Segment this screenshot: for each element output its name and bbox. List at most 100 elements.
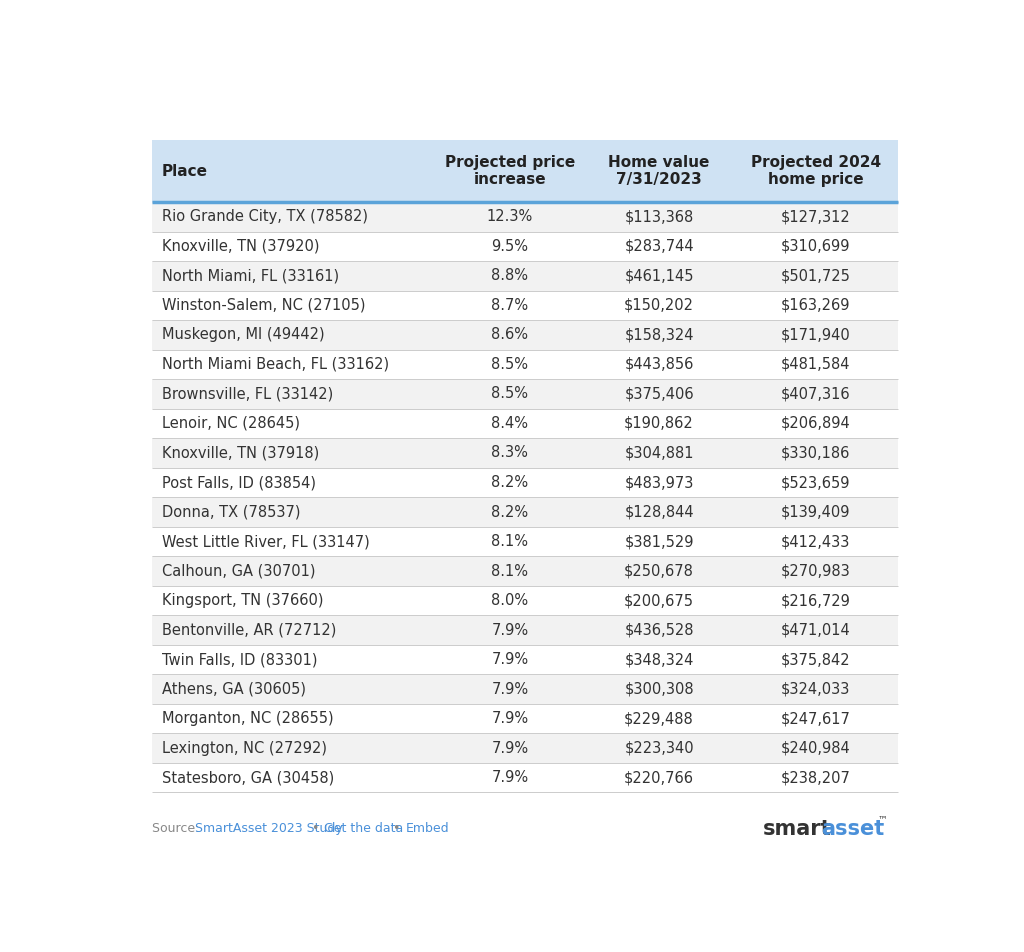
Text: 8.2%: 8.2% xyxy=(492,475,528,490)
Text: Get the data: Get the data xyxy=(325,823,403,836)
Text: $348,324: $348,324 xyxy=(625,652,694,667)
Text: $375,406: $375,406 xyxy=(625,387,694,402)
Text: 8.5%: 8.5% xyxy=(492,387,528,402)
Text: $171,940: $171,940 xyxy=(781,327,851,343)
Text: 7.9%: 7.9% xyxy=(492,682,528,697)
Text: $310,699: $310,699 xyxy=(781,239,851,254)
Bar xyxy=(152,733,898,763)
Bar xyxy=(152,467,898,497)
Text: $471,014: $471,014 xyxy=(781,623,851,638)
Bar xyxy=(152,408,898,438)
Bar xyxy=(152,615,898,645)
Text: Muskegon, MI (49442): Muskegon, MI (49442) xyxy=(162,327,325,343)
Text: Brownsville, FL (33142): Brownsville, FL (33142) xyxy=(162,387,334,402)
Text: Place: Place xyxy=(162,164,208,179)
Text: Lenoir, NC (28645): Lenoir, NC (28645) xyxy=(162,416,300,431)
Text: $481,584: $481,584 xyxy=(781,357,851,372)
Text: $436,528: $436,528 xyxy=(625,623,694,638)
Text: $238,207: $238,207 xyxy=(780,770,851,785)
Text: $381,529: $381,529 xyxy=(625,534,694,549)
Text: 8.6%: 8.6% xyxy=(492,327,528,343)
Text: Source:: Source: xyxy=(152,823,203,836)
Text: $523,659: $523,659 xyxy=(781,475,851,490)
Bar xyxy=(152,704,898,733)
Text: $412,433: $412,433 xyxy=(781,534,850,549)
Text: $247,617: $247,617 xyxy=(780,711,851,726)
Text: 9.5%: 9.5% xyxy=(492,239,528,254)
Text: North Miami, FL (33161): North Miami, FL (33161) xyxy=(162,268,339,284)
Text: Embed: Embed xyxy=(406,823,450,836)
Text: Knoxville, TN (37920): Knoxville, TN (37920) xyxy=(162,239,319,254)
Text: $375,842: $375,842 xyxy=(781,652,851,667)
Text: $304,881: $304,881 xyxy=(625,446,694,461)
Text: Twin Falls, ID (83301): Twin Falls, ID (83301) xyxy=(162,652,317,667)
Text: $216,729: $216,729 xyxy=(780,593,851,608)
Text: Knoxville, TN (37918): Knoxville, TN (37918) xyxy=(162,446,319,461)
Text: 8.2%: 8.2% xyxy=(492,505,528,520)
Bar xyxy=(152,497,898,526)
Bar xyxy=(152,290,898,320)
Bar xyxy=(152,674,898,704)
Text: Rio Grande City, TX (78582): Rio Grande City, TX (78582) xyxy=(162,209,368,225)
Bar xyxy=(152,261,898,290)
Text: Kingsport, TN (37660): Kingsport, TN (37660) xyxy=(162,593,324,608)
Text: asset: asset xyxy=(821,819,884,839)
Text: Donna, TX (78537): Donna, TX (78537) xyxy=(162,505,301,520)
Text: $158,324: $158,324 xyxy=(625,327,694,343)
Text: 8.1%: 8.1% xyxy=(492,564,528,579)
Bar xyxy=(152,231,898,261)
Bar xyxy=(152,585,898,615)
Text: 8.0%: 8.0% xyxy=(492,593,528,608)
Bar xyxy=(152,320,898,349)
Text: $139,409: $139,409 xyxy=(781,505,851,520)
Text: Statesboro, GA (30458): Statesboro, GA (30458) xyxy=(162,770,335,785)
Text: $300,308: $300,308 xyxy=(625,682,694,697)
Text: 7.9%: 7.9% xyxy=(492,652,528,667)
Bar xyxy=(152,556,898,585)
Text: Projected 2024
home price: Projected 2024 home price xyxy=(751,155,881,188)
Text: Calhoun, GA (30701): Calhoun, GA (30701) xyxy=(162,564,315,579)
Text: Winston-Salem, NC (27105): Winston-Salem, NC (27105) xyxy=(162,298,366,313)
Text: $483,973: $483,973 xyxy=(625,475,694,490)
Text: 8.1%: 8.1% xyxy=(492,534,528,549)
Text: $443,856: $443,856 xyxy=(625,357,694,372)
Text: •: • xyxy=(308,823,324,836)
Text: 12.3%: 12.3% xyxy=(486,209,534,225)
Text: $190,862: $190,862 xyxy=(625,416,694,431)
Text: $461,145: $461,145 xyxy=(625,268,694,284)
Text: Projected price
increase: Projected price increase xyxy=(444,155,575,188)
Text: $113,368: $113,368 xyxy=(625,209,693,225)
Text: $283,744: $283,744 xyxy=(625,239,694,254)
Bar xyxy=(152,438,898,467)
Text: $127,312: $127,312 xyxy=(781,209,851,225)
Text: 8.3%: 8.3% xyxy=(492,446,528,461)
Text: $240,984: $240,984 xyxy=(781,741,851,756)
Text: $501,725: $501,725 xyxy=(780,268,851,284)
Text: 7.9%: 7.9% xyxy=(492,741,528,756)
Text: Athens, GA (30605): Athens, GA (30605) xyxy=(162,682,306,697)
Bar xyxy=(152,645,898,674)
Text: West Little River, FL (33147): West Little River, FL (33147) xyxy=(162,534,370,549)
Text: $250,678: $250,678 xyxy=(625,564,694,579)
Text: $407,316: $407,316 xyxy=(781,387,851,402)
Text: 7.9%: 7.9% xyxy=(492,623,528,638)
Text: $324,033: $324,033 xyxy=(781,682,850,697)
Text: 7.9%: 7.9% xyxy=(492,711,528,726)
Text: 8.7%: 8.7% xyxy=(492,298,528,313)
Text: $128,844: $128,844 xyxy=(625,505,694,520)
Bar xyxy=(152,349,898,379)
Text: •: • xyxy=(389,823,404,836)
Text: smart: smart xyxy=(763,819,831,839)
Text: Morganton, NC (28655): Morganton, NC (28655) xyxy=(162,711,334,726)
Text: $200,675: $200,675 xyxy=(624,593,694,608)
Text: $229,488: $229,488 xyxy=(625,711,694,726)
Bar xyxy=(152,202,898,231)
Text: Bentonville, AR (72712): Bentonville, AR (72712) xyxy=(162,623,337,638)
Text: 8.8%: 8.8% xyxy=(492,268,528,284)
Text: 8.5%: 8.5% xyxy=(492,357,528,372)
Bar xyxy=(152,526,898,556)
Text: $330,186: $330,186 xyxy=(781,446,850,461)
Text: 7.9%: 7.9% xyxy=(492,770,528,785)
Bar xyxy=(152,379,898,408)
Text: Home value
7/31/2023: Home value 7/31/2023 xyxy=(608,155,710,188)
